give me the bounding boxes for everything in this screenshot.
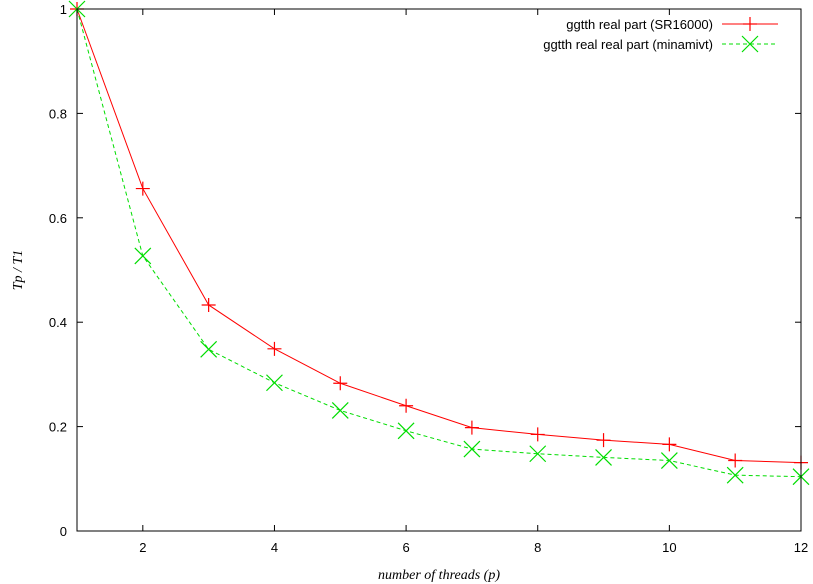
data-point-cross	[660, 452, 678, 469]
y-tick-label: 0.8	[49, 106, 67, 121]
data-point-cross	[595, 448, 612, 466]
data-point-cross	[529, 445, 547, 463]
y-axis-label: Tp / T1	[11, 250, 26, 290]
y-tick-label: 0.4	[49, 315, 67, 330]
data-point-plus	[399, 398, 414, 413]
y-tick-label: 0.6	[49, 211, 67, 226]
y-tick-label: 0.2	[49, 420, 67, 435]
x-axis-label: number of threads (p)	[378, 568, 500, 583]
legend-label: ggtth real part (SR16000)	[566, 17, 713, 32]
data-point-plus	[728, 453, 743, 468]
data-point-cross	[741, 35, 759, 53]
legend-label: ggtth real real part (minamivt)	[543, 37, 713, 52]
data-point-cross	[134, 247, 152, 265]
x-tick-label: 10	[662, 540, 676, 555]
series-line	[76, 8, 802, 464]
x-tick-label: 4	[271, 540, 278, 555]
data-point-plus	[596, 433, 611, 448]
legend: ggtth real part (SR16000) ggtth real real…	[543, 17, 778, 53]
series-1	[68, 0, 810, 486]
x-tick-label: 6	[402, 540, 409, 555]
data-point-plus	[662, 437, 677, 452]
data-point-plus	[530, 427, 545, 442]
data-point-plus	[135, 181, 150, 196]
data-point-plus	[464, 420, 479, 435]
data-point-plus	[743, 17, 757, 31]
data-point-cross	[463, 440, 481, 458]
data-point-plus	[333, 376, 348, 391]
data-point-cross	[331, 401, 349, 419]
series-0	[70, 2, 808, 470]
data-point-plus	[267, 341, 282, 356]
data-point-cross	[726, 466, 744, 484]
plot-frame	[76, 8, 802, 532]
x-tick-label: 12	[794, 540, 808, 555]
data-point-cross	[266, 374, 283, 392]
series-line	[76, 8, 802, 478]
y-tick-label: 1	[60, 2, 67, 17]
data-point-cross	[397, 422, 415, 440]
data-point-plus	[201, 297, 216, 312]
x-tick-label: 8	[534, 540, 541, 555]
x-tick-label: 2	[139, 540, 146, 555]
data-point-cross	[200, 340, 218, 358]
y-tick-label: 0	[60, 524, 67, 539]
